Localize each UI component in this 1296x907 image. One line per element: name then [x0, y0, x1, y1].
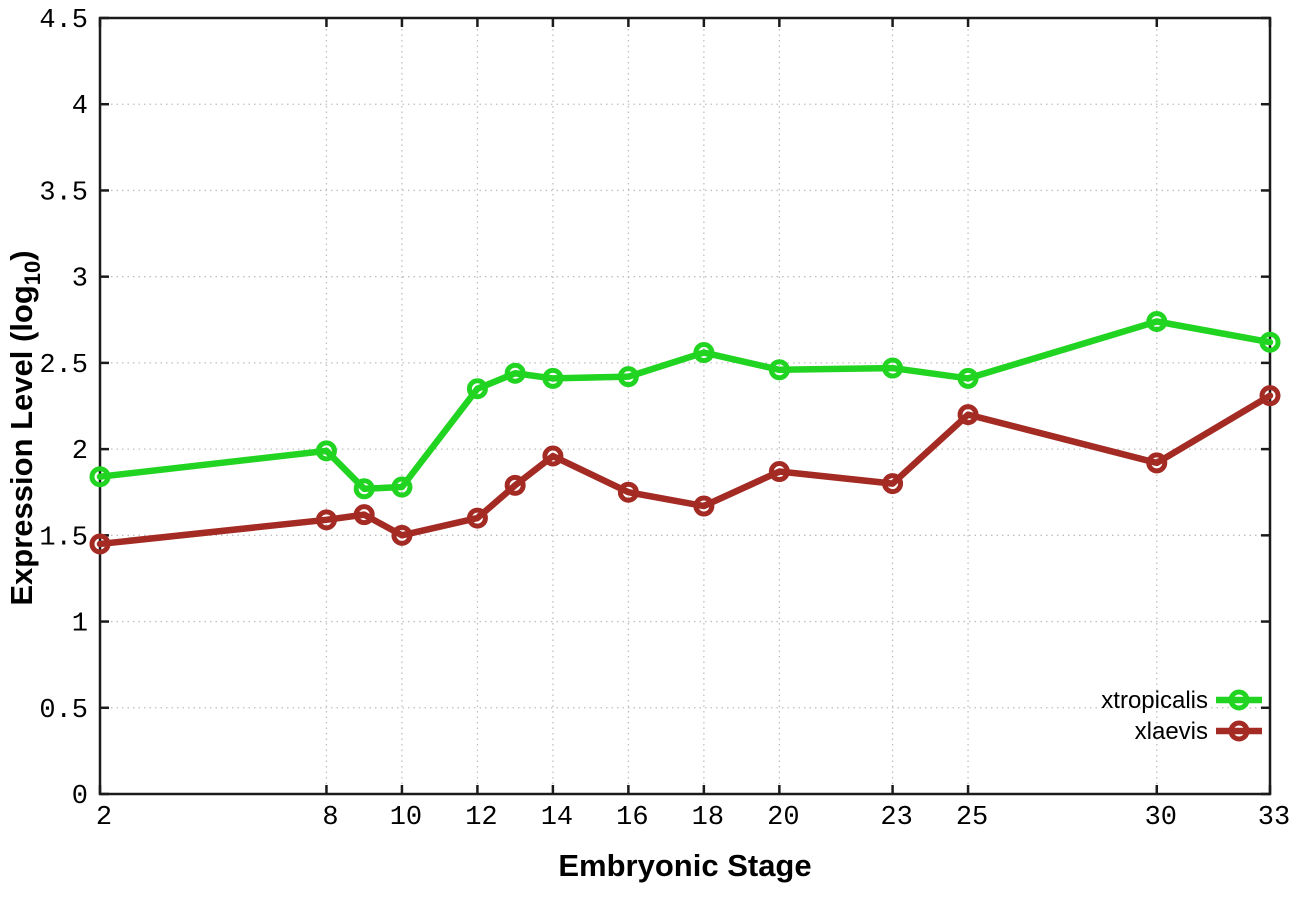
data-point-xtropicalis: [1146, 311, 1168, 333]
data-point-xtropicalis: [957, 367, 979, 389]
data-point-xlaevis: [391, 524, 413, 546]
x-tick-label: 12: [465, 803, 497, 833]
legend: xtropicalis xlaevis: [1101, 687, 1262, 745]
y-axis-label: Expression Level (log10): [4, 250, 45, 605]
y-tick-label: 0: [72, 782, 88, 812]
data-point-xtropicalis: [504, 362, 526, 384]
data-point-xtropicalis: [89, 466, 111, 488]
plot-border: [98, 16, 1272, 796]
data-point-xtropicalis: [882, 357, 904, 379]
data-point-xlaevis: [957, 404, 979, 426]
data-point-xlaevis: [882, 473, 904, 495]
x-tick-label: 16: [616, 803, 648, 833]
x-tick-label: 18: [692, 803, 724, 833]
tick-layer: [98, 16, 1272, 796]
data-point-xlaevis: [1146, 452, 1168, 474]
y-tick-label: 1: [72, 610, 88, 640]
x-tick-label: 10: [390, 803, 422, 833]
y-tick-label: 4: [72, 92, 88, 122]
x-tick-label: 14: [541, 803, 573, 833]
data-point-xlaevis: [1259, 385, 1281, 407]
data-point-xtropicalis: [466, 378, 488, 400]
series-line-xlaevis: [96, 392, 1274, 548]
legend-label-xtropicalis: xtropicalis: [1101, 687, 1208, 714]
series-layer: [89, 311, 1281, 555]
legend-label-xlaevis: xlaevis: [1135, 718, 1208, 745]
tick-label-layer: 0 0.5 1 1.5 2 2.5 3 3.5 4 4.5 2 8 10 12 14 16 18 20 23 25 30…: [39, 6, 1290, 833]
series-line-xtropicalis: [96, 318, 1274, 493]
data-point-xlaevis: [542, 445, 564, 467]
y-tick-label: 3.5: [39, 178, 88, 208]
data-point-xtropicalis: [391, 476, 413, 498]
data-point-xlaevis: [617, 481, 639, 503]
data-point-xlaevis: [504, 474, 526, 496]
data-point-xtropicalis: [768, 359, 790, 381]
data-point-xlaevis: [89, 533, 111, 555]
data-point-xtropicalis: [315, 440, 337, 462]
x-tick-label: 20: [767, 803, 799, 833]
legend-marker-xtropicalis: [1228, 689, 1250, 711]
y-tick-label: 1.5: [39, 523, 88, 553]
data-point-xtropicalis: [542, 367, 564, 389]
data-point-xlaevis: [315, 509, 337, 531]
x-tick-label: 8: [322, 803, 338, 833]
y-tick-label: 3: [72, 265, 88, 295]
x-tick-label: 25: [956, 803, 988, 833]
data-point-xlaevis: [693, 495, 715, 517]
data-point-xlaevis: [768, 461, 790, 483]
data-point-xlaevis: [353, 504, 375, 526]
data-point-xtropicalis: [1259, 331, 1281, 353]
data-point-xtropicalis: [617, 366, 639, 388]
x-tick-label: 30: [1145, 803, 1177, 833]
data-point-xtropicalis: [353, 478, 375, 500]
x-tick-label: 2: [96, 803, 112, 833]
data-point-xtropicalis: [693, 342, 715, 364]
y-tick-label: 2: [72, 437, 88, 467]
x-axis-label: Embryonic Stage: [558, 848, 811, 883]
y-tick-label: 4.5: [39, 6, 88, 36]
x-tick-label: 33: [1258, 803, 1290, 833]
legend-marker-xlaevis: [1228, 720, 1250, 742]
data-point-xlaevis: [466, 507, 488, 529]
y-tick-label: 0.5: [39, 696, 88, 726]
x-tick-label: 23: [880, 803, 912, 833]
grid-layer: [100, 18, 1270, 794]
y-tick-label: 2.5: [39, 351, 88, 381]
